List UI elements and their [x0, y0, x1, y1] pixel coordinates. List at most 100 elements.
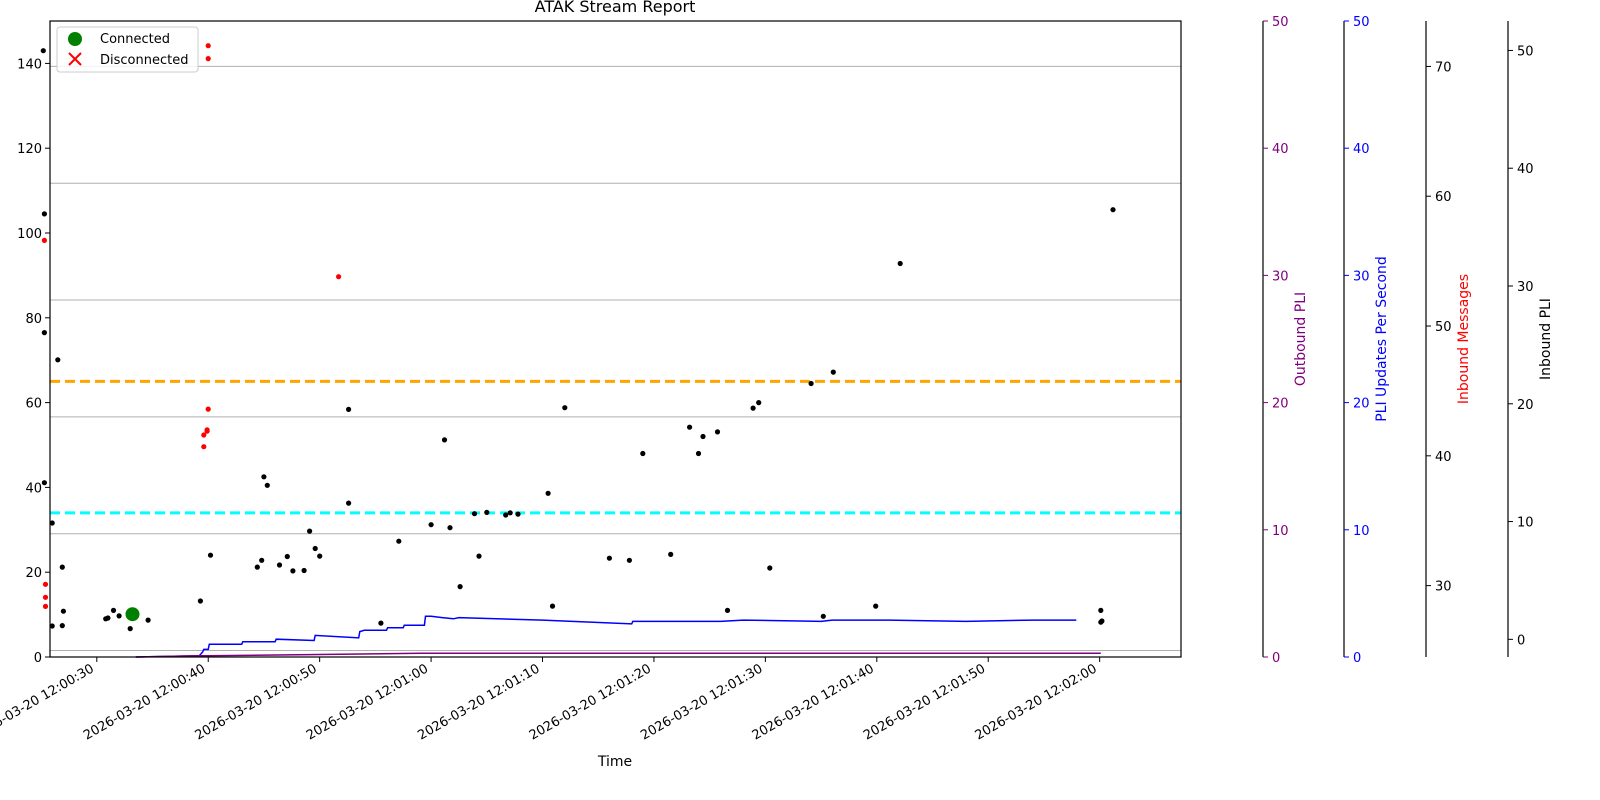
y-tick-label: 50 — [1353, 15, 1370, 30]
data-point — [276, 562, 283, 568]
y-axis-label: Outbound PLI — [1293, 292, 1309, 386]
y-tick-label: 30 — [1517, 280, 1534, 295]
data-point — [476, 553, 482, 559]
y-axis-label: Inbound Messages — [1456, 274, 1472, 404]
x-tick-label: 2026-03-20 12:01:50 — [861, 661, 988, 743]
data-point — [264, 482, 270, 488]
y-tick-label: 40 — [1353, 142, 1370, 157]
y-tick-label: 0 — [1272, 651, 1280, 666]
data-point — [606, 555, 613, 561]
data-point — [756, 400, 762, 406]
data-point — [750, 405, 756, 411]
data-point — [549, 603, 556, 609]
y-tick-label: 80 — [25, 312, 42, 327]
y-tick-label: 40 — [25, 481, 42, 496]
data-point — [447, 525, 453, 531]
data-point — [42, 603, 49, 610]
y-tick-label: 20 — [25, 566, 42, 581]
data-point — [127, 626, 133, 632]
y-tick-label: 30 — [1435, 580, 1452, 595]
data-point — [507, 510, 513, 516]
x-tick-label: 2026-03-20 12:00:40 — [81, 661, 208, 743]
gridlines — [50, 65, 1181, 652]
plot-frame — [49, 20, 1182, 658]
y-tick-label: 30 — [1353, 269, 1370, 284]
data-point — [1098, 607, 1104, 614]
x-tick-label: 2026-03-20 12:01:20 — [527, 661, 654, 743]
data-point — [484, 509, 490, 515]
y-tick-label: 0 — [34, 651, 42, 666]
y-axis-pli_rate: 0 10 20 30 40 50 PLI Updates Per Second — [1343, 15, 1390, 666]
data-point — [695, 450, 702, 457]
data-point — [42, 581, 49, 587]
data-point — [41, 330, 48, 336]
data-point — [204, 428, 210, 434]
data-point — [49, 520, 55, 526]
data-point — [40, 48, 46, 54]
data-point — [49, 623, 55, 629]
data-point — [145, 617, 151, 623]
x-tick-label: 2026-03-20 12:02:00 — [973, 661, 1100, 743]
data-point — [830, 369, 836, 375]
data-point — [59, 623, 65, 629]
y-tick-label: 40 — [1435, 450, 1452, 465]
data-point — [724, 607, 731, 614]
data-point — [503, 512, 509, 518]
data-point — [261, 474, 267, 480]
y-tick-label: 20 — [1272, 397, 1289, 412]
data-point — [873, 603, 879, 609]
data-point — [205, 406, 211, 412]
data-point — [317, 553, 323, 559]
data-point — [346, 406, 352, 412]
x-tick-label: 2026-03-20 12:01:40 — [750, 661, 877, 743]
y-tick-label: 50 — [1272, 15, 1289, 30]
scatter-series — [40, 43, 1116, 632]
data-point — [110, 607, 117, 614]
data-point — [60, 608, 66, 614]
y-tick-label: 50 — [1435, 320, 1452, 335]
y-tick-label: 0 — [1517, 633, 1525, 648]
reference-lines — [50, 379, 1181, 515]
data-point — [515, 511, 521, 517]
chart-title: ATAK Stream Report — [535, 0, 696, 16]
data-point — [562, 405, 568, 411]
x-tick-label: 2026-03-20 12:01:00 — [304, 661, 431, 743]
y-axis-label: Inbound PLI — [1538, 298, 1554, 380]
data-point — [626, 557, 633, 563]
y-axis-inbound_pli: 0 10 20 30 40 50 Inbound PLI — [1507, 21, 1554, 657]
y-tick-label: 0 — [1353, 651, 1361, 666]
data-point — [441, 437, 448, 443]
data-point — [205, 43, 211, 49]
data-point — [820, 613, 826, 619]
data-point — [808, 380, 814, 387]
data-point — [207, 552, 214, 558]
legend-disconnected-label: Disconnected — [100, 53, 188, 68]
data-point — [259, 557, 265, 563]
y-tick-label: 10 — [1272, 524, 1289, 539]
data-point — [457, 584, 463, 590]
y-axis-outbound_pli: 0 10 20 30 40 50 Outbound PLI — [1262, 15, 1309, 666]
data-point — [254, 564, 260, 570]
x-tick-label: 2026-03-20 12:01:30 — [638, 661, 765, 743]
legend-connected-label: Connected — [100, 32, 170, 47]
data-point — [284, 553, 290, 560]
x-axis-label: Time — [597, 754, 632, 770]
data-point — [41, 237, 48, 243]
data-point — [105, 615, 111, 621]
data-point — [396, 538, 402, 544]
data-point — [897, 260, 903, 267]
y-axis-label: PLI Updates Per Second — [1374, 256, 1390, 422]
y-tick-label: 20 — [1353, 397, 1370, 412]
data-point — [116, 613, 122, 619]
data-point — [55, 357, 61, 363]
data-point — [59, 564, 65, 570]
x-tick-label: 2026-03-20 12:00:50 — [193, 661, 320, 743]
data-point — [205, 56, 211, 62]
y-tick-label: 50 — [1517, 44, 1534, 59]
data-point — [201, 444, 207, 450]
y-tick-label: 100 — [17, 227, 42, 242]
y-tick-label: 40 — [1517, 162, 1534, 177]
data-point — [767, 565, 773, 571]
